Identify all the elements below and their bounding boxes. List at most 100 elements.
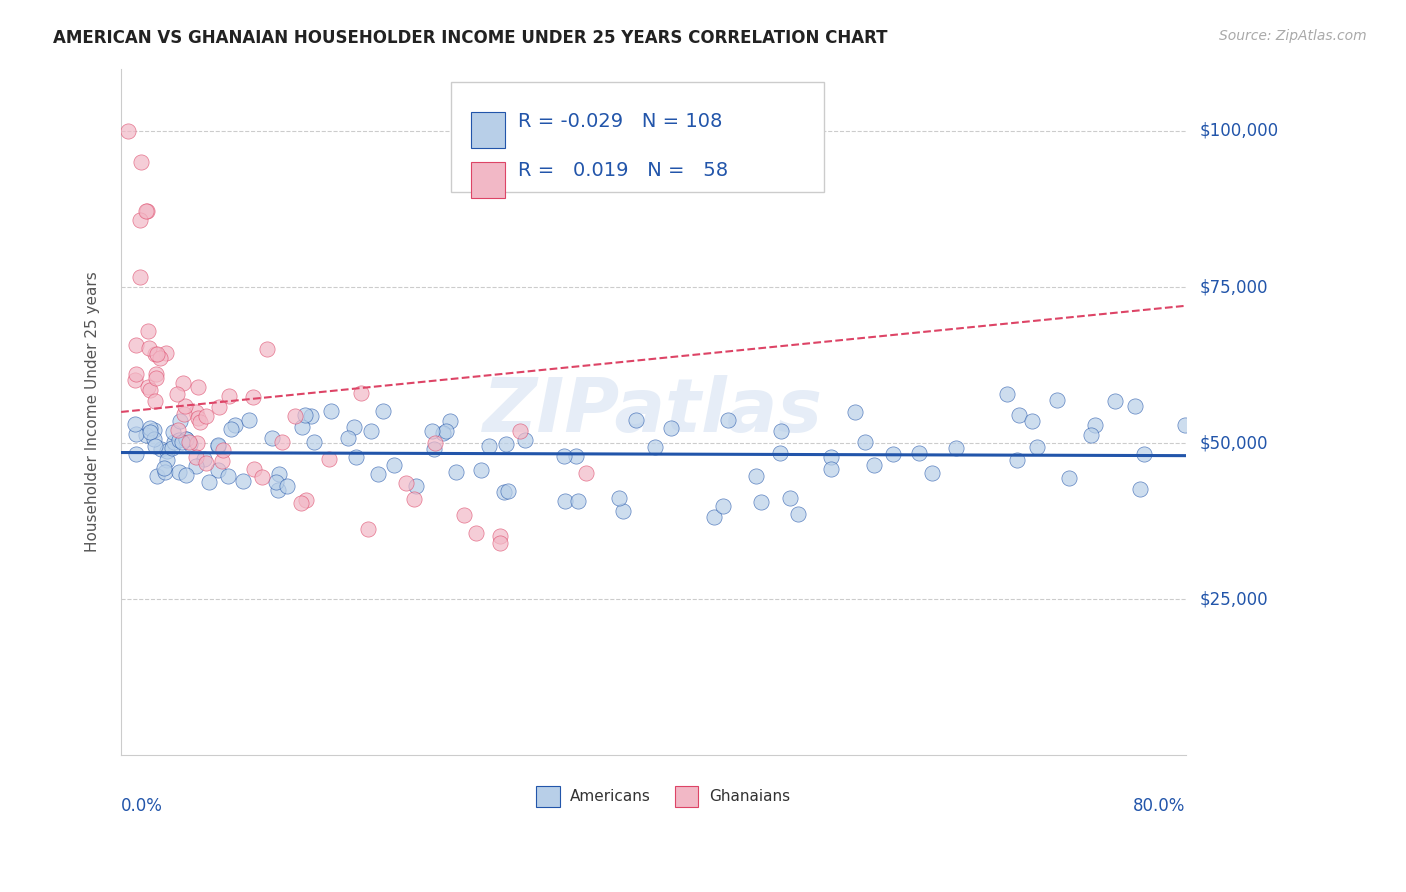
- Point: [156, 453, 179, 467]
- Point: [494, 485, 516, 500]
- FancyBboxPatch shape: [451, 82, 824, 192]
- Point: [184, 404, 207, 418]
- Point: [153, 461, 176, 475]
- Point: [172, 376, 194, 390]
- Point: [174, 400, 197, 414]
- Bar: [675, 786, 697, 807]
- Y-axis label: Householder Income Under 25 years: Householder Income Under 25 years: [86, 271, 100, 552]
- Point: [138, 420, 160, 434]
- Point: [169, 413, 191, 427]
- Point: [945, 442, 967, 456]
- Point: [453, 508, 475, 523]
- Point: [575, 467, 598, 481]
- Text: Americans: Americans: [571, 789, 651, 804]
- Point: [1046, 393, 1069, 408]
- Point: [186, 459, 208, 474]
- Point: [367, 467, 389, 481]
- Point: [609, 491, 631, 506]
- Point: [863, 458, 886, 472]
- Point: [195, 409, 218, 424]
- Point: [294, 408, 316, 422]
- Point: [212, 443, 235, 458]
- Point: [174, 432, 197, 446]
- Point: [749, 495, 772, 509]
- Point: [156, 444, 179, 458]
- Point: [420, 424, 443, 438]
- Point: [769, 446, 792, 460]
- Point: [302, 434, 325, 449]
- Point: [423, 442, 446, 457]
- Point: [145, 439, 167, 453]
- Point: [125, 367, 148, 381]
- Point: [564, 449, 586, 463]
- Point: [136, 203, 159, 218]
- Point: [711, 499, 734, 513]
- Point: [242, 461, 264, 475]
- Point: [509, 424, 531, 438]
- Point: [135, 203, 157, 218]
- Point: [129, 212, 152, 227]
- Point: [193, 452, 215, 467]
- Point: [187, 410, 209, 425]
- Text: AMERICAN VS GHANAIAN HOUSEHOLDER INCOME UNDER 25 YEARS CORRELATION CHART: AMERICAN VS GHANAIAN HOUSEHOLDER INCOME …: [53, 29, 889, 46]
- Point: [659, 421, 682, 435]
- Point: [908, 446, 931, 460]
- Point: [117, 124, 139, 138]
- Text: $50,000: $50,000: [1199, 434, 1268, 452]
- Point: [644, 440, 666, 454]
- Text: $25,000: $25,000: [1199, 591, 1268, 608]
- Point: [284, 409, 307, 423]
- Text: 80.0%: 80.0%: [1133, 797, 1185, 814]
- Point: [1021, 414, 1043, 428]
- Bar: [471, 162, 505, 198]
- Point: [186, 436, 208, 450]
- Point: [299, 409, 322, 424]
- Point: [349, 386, 371, 401]
- Point: [276, 479, 298, 493]
- Point: [513, 433, 536, 447]
- Point: [195, 456, 218, 470]
- Point: [136, 380, 159, 394]
- Point: [446, 465, 468, 479]
- Point: [1174, 418, 1197, 433]
- Point: [163, 435, 186, 450]
- Point: [703, 509, 725, 524]
- Point: [995, 387, 1018, 401]
- Point: [489, 536, 512, 550]
- Point: [143, 433, 166, 447]
- Point: [146, 347, 169, 361]
- Point: [382, 458, 405, 473]
- Point: [432, 426, 454, 441]
- Point: [124, 373, 146, 387]
- Point: [1007, 408, 1029, 422]
- Point: [624, 413, 647, 427]
- Point: [343, 419, 366, 434]
- Point: [488, 528, 510, 542]
- Point: [1104, 393, 1126, 408]
- Point: [1123, 400, 1146, 414]
- Point: [135, 428, 157, 442]
- Point: [554, 493, 576, 508]
- Point: [1132, 447, 1154, 461]
- Text: ZIPatlas: ZIPatlas: [484, 376, 824, 449]
- Point: [395, 475, 418, 490]
- Point: [567, 494, 589, 508]
- Point: [612, 504, 634, 518]
- Point: [124, 417, 146, 432]
- Point: [769, 425, 792, 439]
- Point: [136, 324, 159, 338]
- Point: [820, 461, 842, 475]
- Point: [211, 454, 233, 468]
- Point: [844, 404, 866, 418]
- Point: [179, 437, 201, 451]
- Point: [853, 434, 876, 449]
- Text: Ghanaians: Ghanaians: [709, 789, 790, 804]
- Point: [1005, 452, 1028, 467]
- Point: [197, 475, 219, 489]
- Point: [267, 467, 290, 482]
- Point: [207, 439, 229, 453]
- Point: [295, 493, 318, 508]
- Point: [129, 155, 152, 169]
- Point: [184, 450, 207, 464]
- Point: [553, 449, 575, 463]
